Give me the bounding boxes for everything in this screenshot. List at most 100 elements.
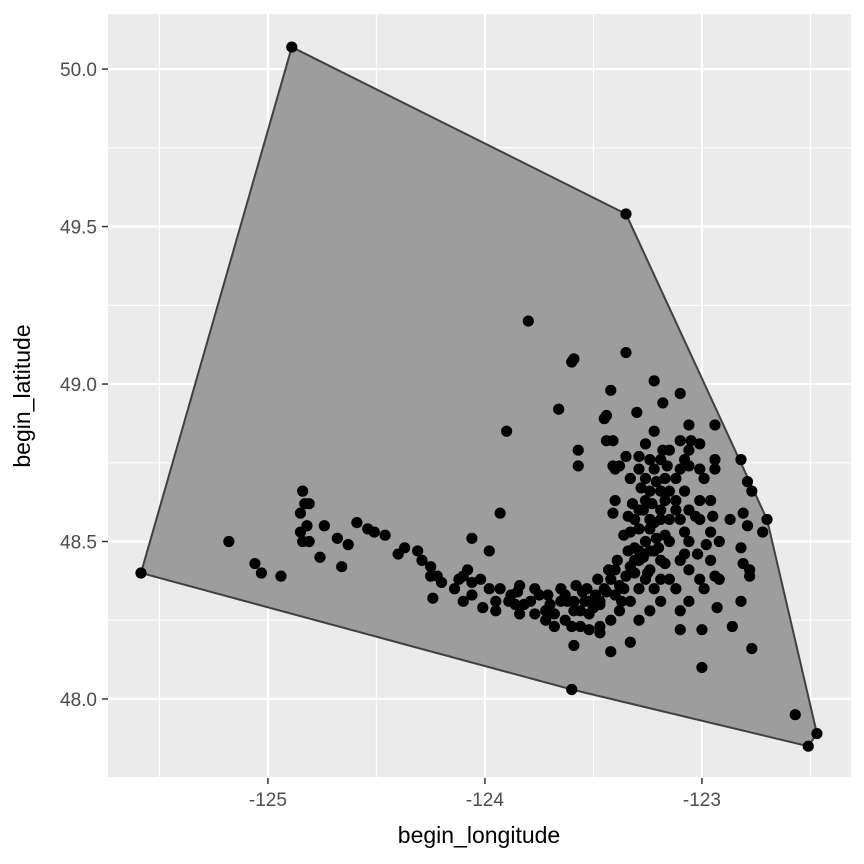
data-point xyxy=(655,595,667,607)
data-point xyxy=(761,513,773,526)
x-tick-label: -123 xyxy=(683,790,721,811)
data-point xyxy=(609,494,621,507)
data-point xyxy=(674,435,686,447)
y-tick-label: 49.5 xyxy=(60,218,97,239)
data-point xyxy=(683,419,695,431)
data-point xyxy=(594,620,606,633)
data-point xyxy=(639,535,652,548)
data-point xyxy=(559,614,571,626)
data-point xyxy=(501,425,513,437)
data-point xyxy=(494,583,506,595)
data-point xyxy=(548,620,560,633)
data-point xyxy=(642,567,654,579)
data-point xyxy=(646,498,658,510)
data-point xyxy=(624,472,636,485)
y-tick-label: 49.0 xyxy=(60,375,97,396)
data-point xyxy=(670,504,682,516)
data-point xyxy=(618,583,630,595)
data-point xyxy=(670,472,682,485)
data-point xyxy=(611,554,623,566)
data-point xyxy=(518,598,530,611)
y-axis-title: begin_latitude xyxy=(9,324,35,467)
data-point xyxy=(633,583,645,595)
data-point xyxy=(707,510,719,522)
data-point xyxy=(644,605,656,617)
data-point xyxy=(663,535,675,548)
data-point xyxy=(529,608,541,620)
data-point xyxy=(607,507,619,519)
data-point xyxy=(689,510,702,522)
data-point xyxy=(412,545,424,557)
data-point xyxy=(466,576,478,589)
data-point xyxy=(735,454,747,466)
data-point xyxy=(655,573,667,585)
data-point xyxy=(592,573,604,585)
data-point xyxy=(746,485,758,497)
data-point xyxy=(624,636,636,648)
data-point xyxy=(694,494,706,507)
data-point xyxy=(587,602,600,614)
data-point xyxy=(620,346,632,359)
data-point xyxy=(648,375,660,387)
data-point xyxy=(678,548,691,560)
data-point xyxy=(572,444,584,456)
data-point xyxy=(698,583,710,595)
data-point xyxy=(789,709,801,721)
data-point xyxy=(620,450,632,463)
data-point xyxy=(683,460,695,472)
data-point xyxy=(605,384,617,396)
data-point xyxy=(135,567,147,579)
data-point xyxy=(351,516,363,529)
data-point xyxy=(399,542,411,554)
data-point xyxy=(698,472,710,485)
data-point xyxy=(655,513,667,526)
data-point xyxy=(620,570,632,582)
data-point xyxy=(711,602,723,614)
data-point xyxy=(735,542,747,554)
data-point xyxy=(657,444,669,456)
data-point xyxy=(555,583,567,595)
data-point xyxy=(678,485,691,497)
data-point xyxy=(705,526,717,538)
data-point xyxy=(674,513,686,526)
data-point xyxy=(255,567,268,579)
data-point xyxy=(705,494,717,507)
data-point xyxy=(737,507,749,519)
data-point xyxy=(802,740,814,752)
data-point xyxy=(600,586,613,598)
data-point xyxy=(474,573,487,585)
data-point xyxy=(674,624,686,636)
x-tick-label: -124 xyxy=(466,790,504,811)
data-point xyxy=(286,41,298,53)
data-point xyxy=(652,542,665,554)
data-point xyxy=(568,605,580,617)
data-point xyxy=(633,614,645,626)
data-point xyxy=(670,494,682,507)
data-point xyxy=(648,583,660,595)
data-point xyxy=(650,532,662,544)
data-point xyxy=(629,567,641,579)
data-point xyxy=(613,605,626,617)
data-point xyxy=(663,573,675,585)
data-point xyxy=(700,539,712,551)
data-point xyxy=(724,513,736,526)
data-point xyxy=(663,513,675,526)
data-point xyxy=(709,419,721,431)
data-point xyxy=(490,595,502,607)
data-point xyxy=(223,535,235,548)
data-point xyxy=(691,548,704,560)
data-point xyxy=(514,579,526,592)
data-point xyxy=(694,463,706,475)
data-point xyxy=(561,595,573,607)
data-point xyxy=(659,494,671,507)
data-point xyxy=(297,485,309,497)
data-point xyxy=(674,387,686,400)
data-point xyxy=(435,576,448,589)
data-point xyxy=(379,529,391,541)
data-point xyxy=(607,460,619,472)
data-point xyxy=(694,573,706,585)
data-point xyxy=(726,620,738,633)
data-point xyxy=(624,595,636,607)
data-point xyxy=(663,485,675,497)
